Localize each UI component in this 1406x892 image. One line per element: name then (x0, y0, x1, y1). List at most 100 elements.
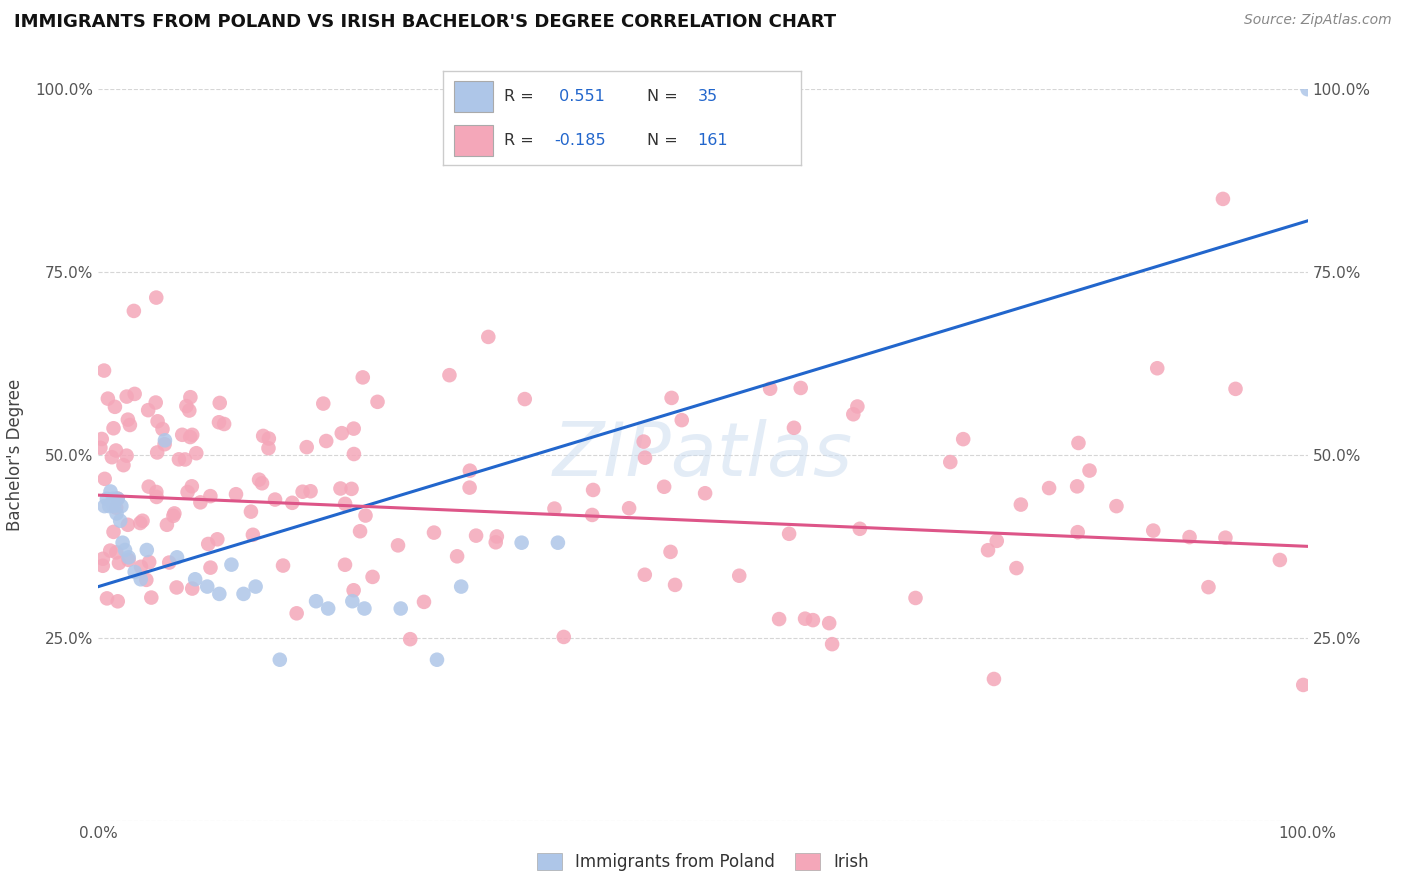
Point (250, 476, 273, 491)
Point (423, 525, 446, 540)
Point (664, 578, 686, 592)
Point (166, 581, 188, 595)
Point (90, 432, 112, 446)
Point (821, 637, 844, 651)
Point (200, 489, 222, 503)
Point (458, 481, 481, 495)
Point (103, 524, 125, 539)
Point (105, 545, 128, 559)
Point (842, 407, 865, 421)
Point (977, 543, 1000, 558)
Point (343, 583, 366, 598)
Point (485, 529, 508, 543)
Point (269, 653, 291, 667)
Point (101, 491, 124, 506)
Point (93, 363, 115, 377)
Point (136, 403, 159, 417)
Point (789, 381, 811, 395)
Point (465, 528, 488, 542)
Point (195, 580, 218, 594)
Point (477, 330, 499, 344)
Point (117, 553, 139, 567)
Point (103, 499, 125, 513)
Point (117, 412, 139, 426)
Point (617, 501, 640, 516)
Point (1038, 481, 1060, 495)
Point (138, 480, 160, 494)
Point (846, 400, 869, 414)
Point (952, 432, 974, 446)
Text: 0.551: 0.551 (554, 88, 605, 103)
Point (343, 447, 366, 461)
Point (225, 487, 247, 501)
Point (582, 483, 605, 497)
Point (252, 429, 274, 443)
Point (312, 396, 335, 410)
Point (1296, 82, 1319, 96)
Point (257, 432, 280, 446)
Point (299, 484, 322, 499)
Point (671, 413, 693, 427)
Point (98, 543, 121, 558)
Point (105, 500, 128, 515)
Point (1178, 530, 1201, 544)
Point (513, 392, 536, 406)
Point (1198, 580, 1220, 594)
Point (108, 556, 131, 570)
Point (174, 452, 197, 467)
Text: IMMIGRANTS FROM POLAND VS IRISH BACHELOR'S DEGREE CORRELATION CHART: IMMIGRANTS FROM POLAND VS IRISH BACHELOR… (14, 13, 837, 31)
Point (141, 591, 163, 605)
Text: 161: 161 (697, 133, 728, 148)
Point (264, 492, 287, 507)
Point (652, 480, 675, 494)
Point (399, 632, 422, 647)
Point (186, 446, 208, 460)
Point (342, 594, 364, 608)
Point (181, 582, 204, 596)
Point (450, 580, 472, 594)
Point (768, 612, 790, 626)
Point (124, 565, 146, 579)
Point (333, 497, 356, 511)
Point (343, 422, 366, 436)
Point (131, 514, 153, 528)
Point (634, 567, 657, 582)
Point (93, 499, 115, 513)
Point (389, 601, 412, 615)
Point (122, 304, 145, 318)
Point (138, 555, 160, 569)
Point (110, 499, 132, 513)
Point (98, 499, 121, 513)
Point (728, 568, 751, 582)
Point (107, 491, 129, 506)
Point (108, 514, 131, 528)
Point (983, 672, 1005, 686)
Point (1146, 361, 1168, 376)
Point (118, 417, 141, 432)
Point (354, 508, 377, 523)
Point (1067, 525, 1090, 540)
Point (118, 550, 141, 565)
Point (553, 630, 575, 644)
Point (105, 491, 128, 506)
Point (581, 508, 603, 522)
Point (124, 387, 146, 401)
Point (783, 421, 806, 435)
Point (152, 422, 174, 436)
Point (107, 594, 129, 608)
Point (333, 558, 356, 572)
Point (91, 558, 114, 573)
Point (510, 535, 533, 549)
Point (413, 595, 436, 609)
Point (115, 449, 138, 463)
Point (239, 505, 262, 519)
Point (153, 437, 176, 451)
Point (101, 450, 124, 465)
Point (247, 473, 270, 487)
Point (285, 607, 308, 621)
Point (114, 543, 136, 558)
Point (904, 591, 927, 605)
Point (367, 394, 389, 409)
Point (939, 455, 962, 469)
Point (208, 415, 231, 429)
